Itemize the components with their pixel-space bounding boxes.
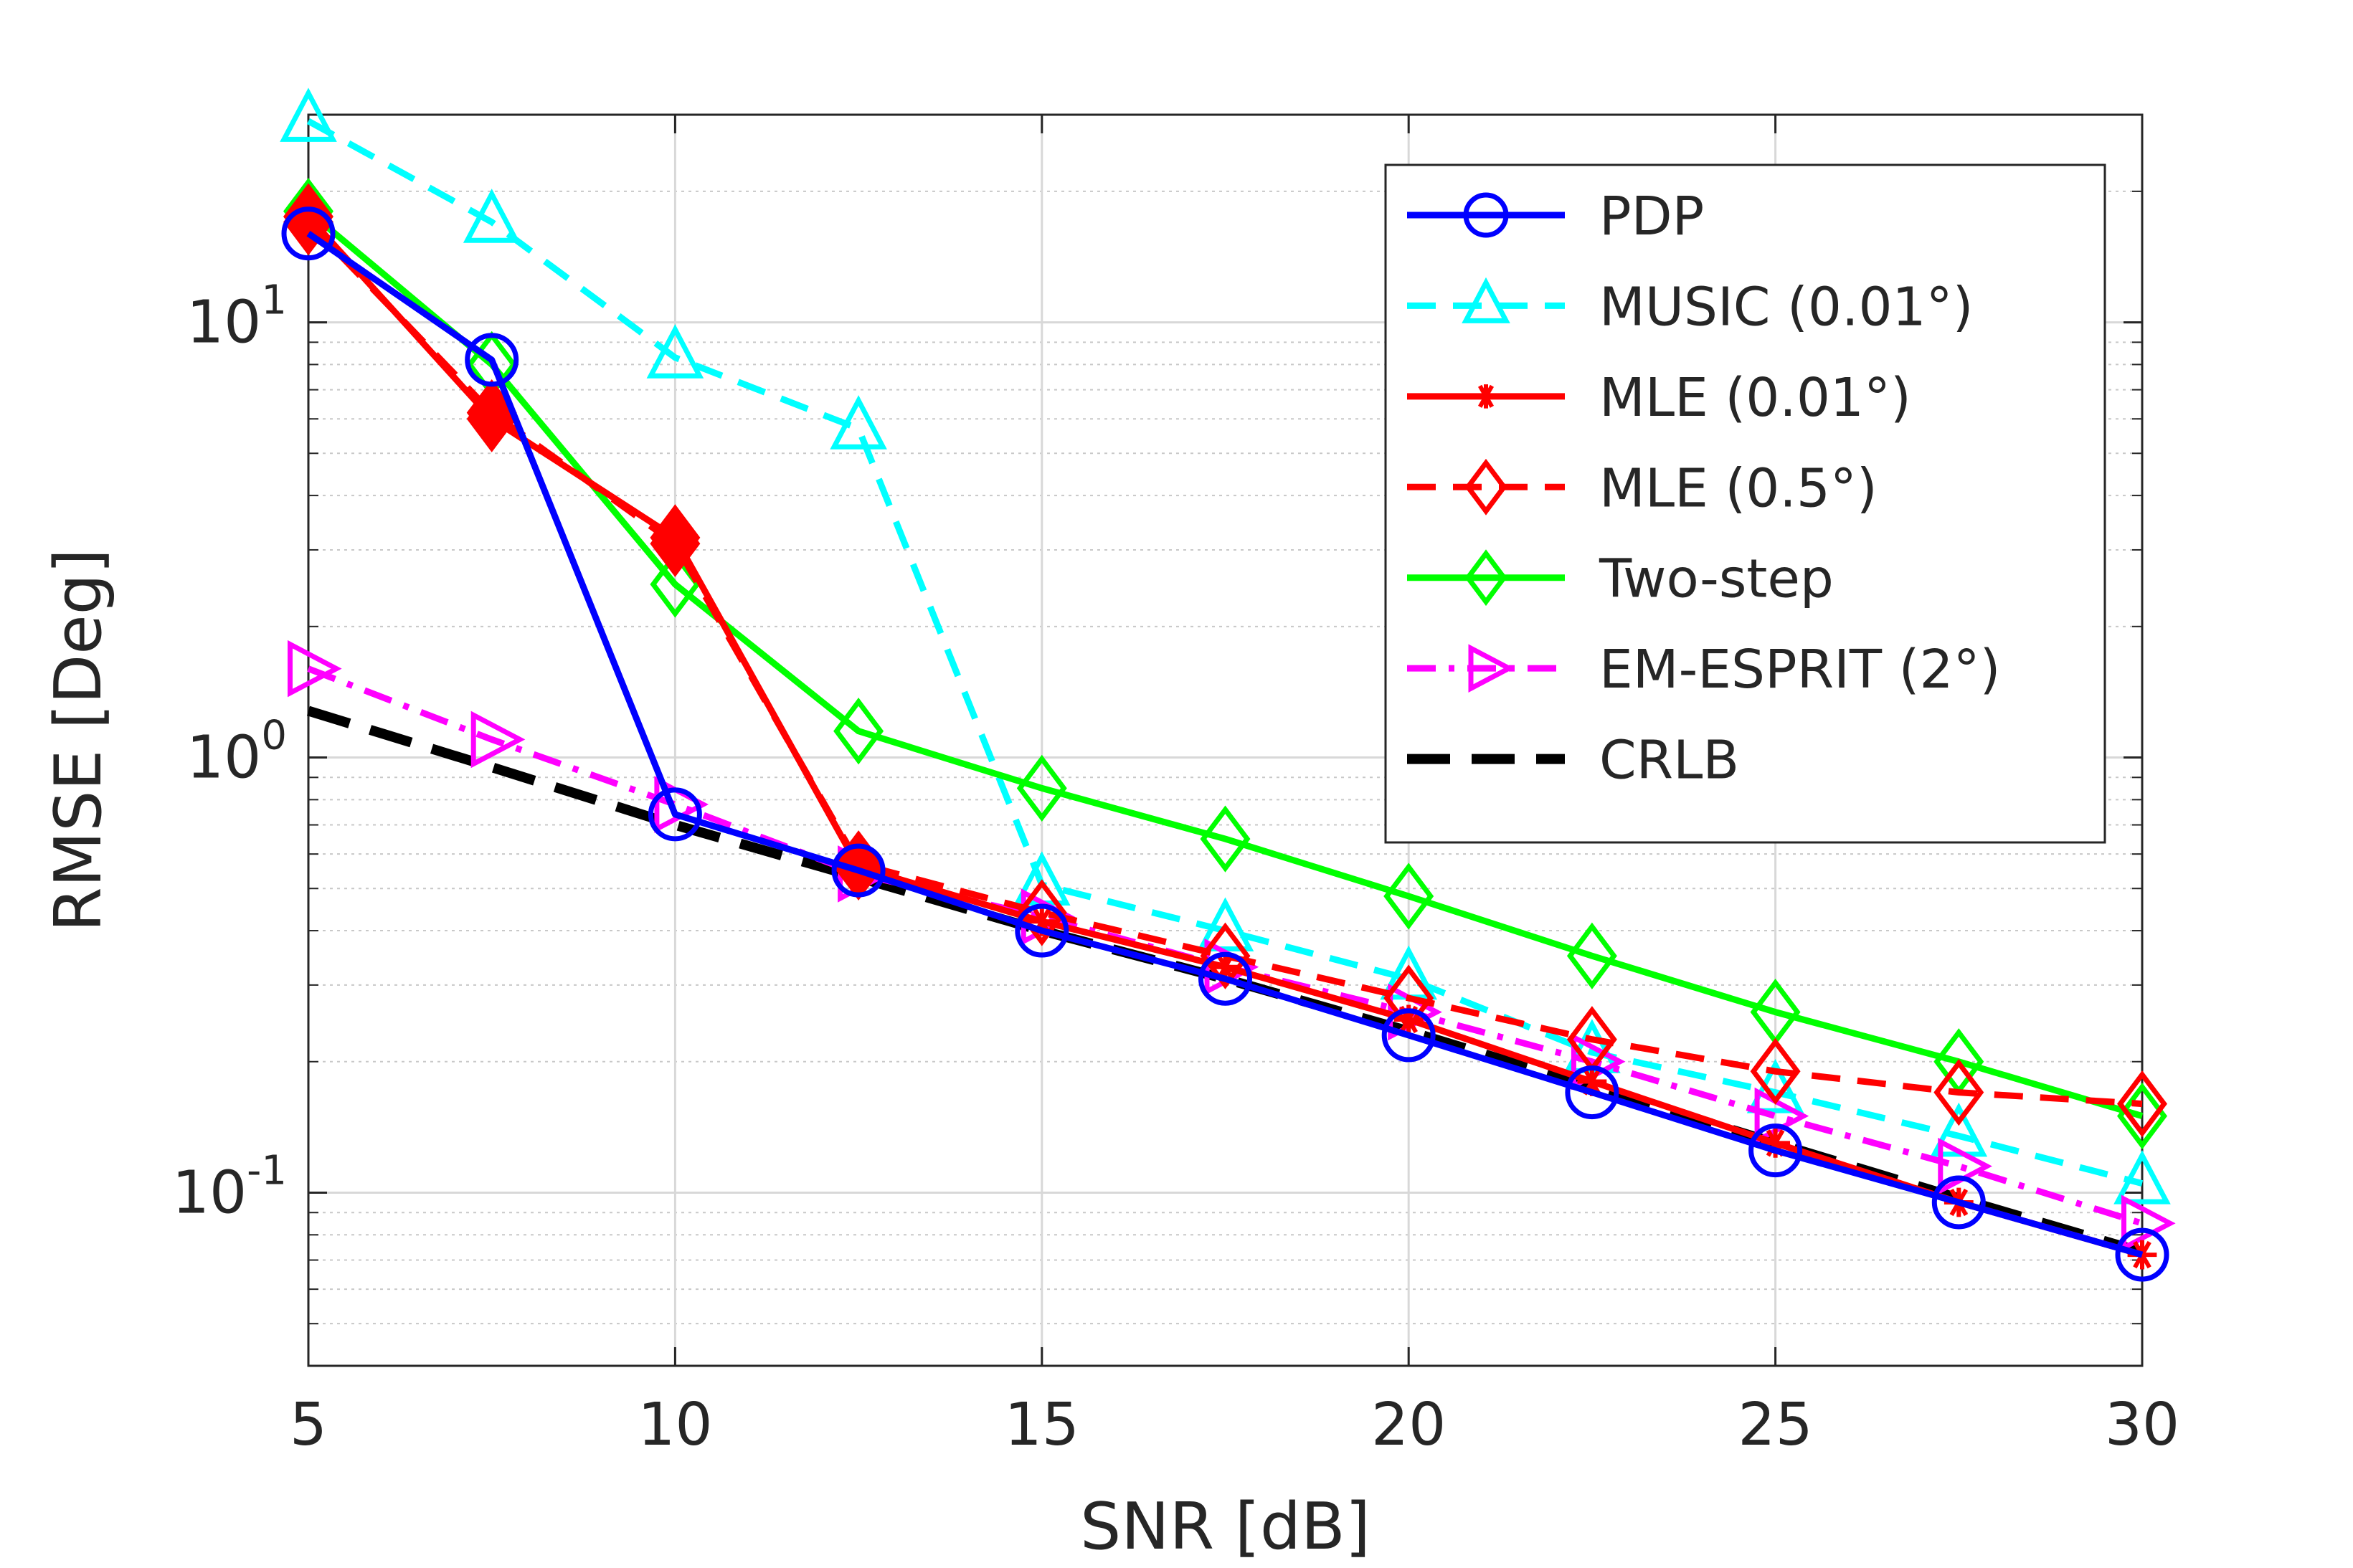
diamond-marker [1933,1058,1984,1126]
circle-marker [1198,951,1252,1006]
legend-entry: Two-step [1407,548,1834,610]
circle-marker [1015,903,1069,958]
circle-marker [1931,1175,1986,1230]
series-line [306,230,2144,1258]
series-mle-0-01 [283,183,2157,1270]
triangle-right-marker [2121,1194,2176,1253]
legend-entry: CRLB [1407,730,1739,792]
triangle-right-marker [1468,644,1515,693]
legend-entry: MUSIC (0.01°) [1407,276,1974,338]
legend-label: PDP [1599,186,1704,247]
series-layer [280,87,2176,1282]
circle-marker [1463,192,1509,238]
triangle-right-marker [288,640,342,698]
diamond-marker [1750,1037,1801,1105]
legend-label: MLE (0.01°) [1599,367,1911,429]
legend-entry: MLE (0.01°) [1407,367,1911,429]
circle-marker [831,843,886,898]
circle-marker [281,206,336,261]
diamond-marker [1566,922,1617,989]
diamond-marker [1016,879,1067,946]
axes-layer: 5 10 15 20 25 30 10-1 100 101 SNR [dB] RMSE [Deg] [41,113,2179,1564]
legend-label: CRLB [1599,730,1739,792]
diamond-marker [1200,922,1251,989]
triangle-right-marker [470,711,526,769]
x-tick-label: 20 [1371,1391,1446,1459]
circle-marker [1565,1065,1619,1120]
diamond-marker [833,698,884,765]
x-tick-label: 5 [290,1391,327,1459]
legend-entry: EM-ESPRIT (2°) [1407,639,2000,700]
x-tick-label: 15 [1005,1391,1079,1459]
series-line [306,209,2144,1119]
circle-marker [465,333,519,387]
circle-marker [1381,1008,1436,1063]
triangle-marker [463,189,521,243]
y-tick-label: 101 [186,277,287,357]
legend-label: MLE (0.5°) [1599,457,1878,519]
diamond-marker [1383,863,1434,930]
legend-label: EM-ESPRIT (2°) [1599,639,2000,700]
diamond-marker [2117,1070,2167,1138]
x-tick-label: 30 [2105,1391,2179,1459]
series-two-step [283,178,2167,1150]
y-axis-label: RMSE [Deg] [41,548,116,932]
circle-marker [648,787,702,842]
asterisk-marker [1474,384,1498,409]
triangle-marker [830,395,887,450]
legend-entry: PDP [1407,186,1704,247]
circle-marker [1748,1123,1803,1178]
triangle-marker [280,87,337,142]
diamond-marker [466,385,517,452]
x-tick-label: 10 [638,1391,712,1459]
legend-label: MUSIC (0.01°) [1599,276,1974,338]
x-axis-label: SNR [dB] [1080,1489,1370,1564]
diamond-marker [1464,549,1507,607]
triangle-marker [1462,277,1510,323]
axes-box [307,113,2144,1367]
diamond-marker [1464,458,1507,515]
triangle-marker [646,324,704,379]
triangle-marker [1196,897,1254,952]
x-tick-label: 25 [1738,1391,1812,1459]
circle-marker [2115,1227,2169,1282]
series-pdp [281,206,2169,1282]
y-tick-label: 10-1 [172,1147,287,1227]
y-tick-label: 100 [186,713,287,792]
legend-entry: MLE (0.5°) [1407,457,1878,519]
diamond-marker [283,183,333,250]
diamond-marker [650,504,701,571]
legend: PDP MUSIC (0.01°) MLE (0.01°) MLE (0.5°) Two… [1384,163,2106,844]
legend-label: Two-step [1599,548,1834,610]
diamond-marker [1200,805,1251,873]
series-line [306,118,2144,1187]
diamond-marker [1016,754,1067,822]
triangle-marker [2113,1149,2171,1204]
diamond-marker [2117,1082,2167,1150]
legend-box [1384,163,2106,844]
